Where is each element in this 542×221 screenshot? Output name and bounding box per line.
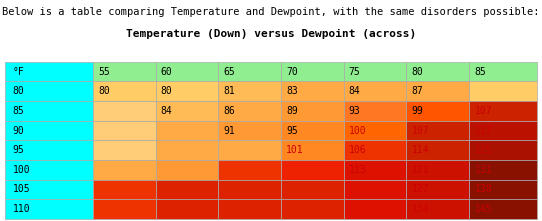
- Text: 60: 60: [161, 67, 172, 77]
- Text: 93: 93: [349, 106, 360, 116]
- Text: 89: 89: [286, 106, 298, 116]
- Text: 83: 83: [286, 86, 298, 96]
- Text: 81: 81: [223, 86, 235, 96]
- Text: 70: 70: [286, 67, 298, 77]
- Text: 85: 85: [474, 67, 486, 77]
- Text: 95: 95: [12, 145, 24, 155]
- Text: 84: 84: [161, 106, 172, 116]
- Text: 105: 105: [12, 184, 30, 194]
- Text: 84: 84: [349, 86, 360, 96]
- Text: 131: 131: [474, 165, 492, 175]
- Text: 80: 80: [98, 86, 110, 96]
- Text: 106: 106: [349, 145, 366, 155]
- Text: 65: 65: [223, 67, 235, 77]
- Text: 86: 86: [223, 106, 235, 116]
- Text: 80: 80: [12, 86, 24, 96]
- Text: 125: 125: [474, 145, 492, 155]
- Text: Below is a table comparing Temperature and Dewpoint, with the same disorders pos: Below is a table comparing Temperature a…: [2, 7, 540, 17]
- Text: 100: 100: [349, 126, 366, 135]
- Text: 80: 80: [411, 67, 423, 77]
- Text: 114: 114: [411, 145, 429, 155]
- Text: 75: 75: [349, 67, 360, 77]
- Text: 55: 55: [98, 67, 110, 77]
- Text: 110: 110: [12, 204, 30, 214]
- Text: 99: 99: [411, 106, 423, 116]
- Text: 113: 113: [349, 165, 366, 175]
- Text: °F: °F: [12, 67, 24, 77]
- Text: 90: 90: [12, 126, 24, 135]
- Text: 145: 145: [474, 204, 492, 214]
- Text: 121: 121: [411, 165, 429, 175]
- Text: 107: 107: [411, 126, 429, 135]
- Text: 127: 127: [411, 184, 429, 194]
- Text: 107: 107: [474, 106, 492, 116]
- Text: 95: 95: [286, 126, 298, 135]
- Text: Temperature (Down) versus Dewpoint (across): Temperature (Down) versus Dewpoint (acro…: [126, 29, 416, 39]
- Text: 87: 87: [411, 86, 423, 96]
- Text: 91: 91: [223, 126, 235, 135]
- Text: 138: 138: [474, 184, 492, 194]
- Text: 85: 85: [12, 106, 24, 116]
- Text: 80: 80: [161, 86, 172, 96]
- Text: 101: 101: [286, 145, 304, 155]
- Text: 100: 100: [12, 165, 30, 175]
- Text: 117: 117: [474, 126, 492, 135]
- Text: 134: 134: [411, 204, 429, 214]
